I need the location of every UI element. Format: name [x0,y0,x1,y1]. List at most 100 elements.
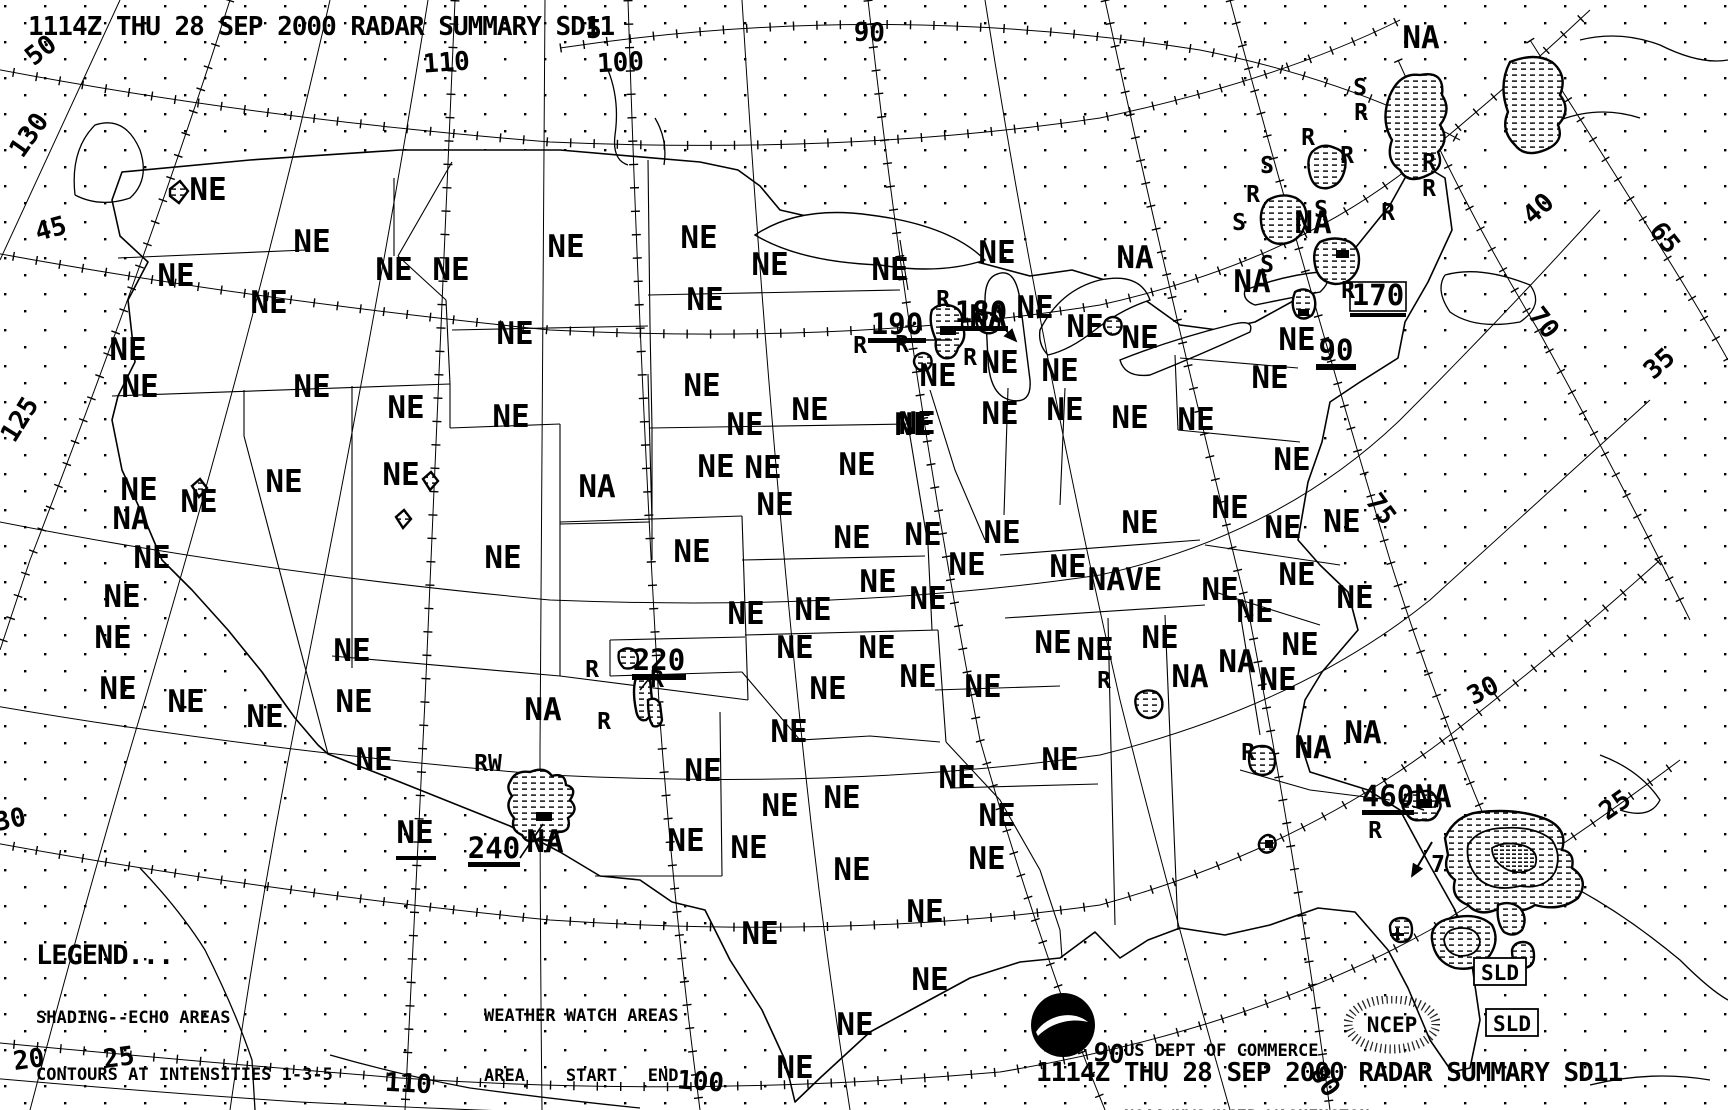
state-border [1214,591,1321,626]
grid-label: 90 [1092,1037,1126,1070]
state-border [243,435,329,755]
station-label: NE [680,220,717,256]
grid-label: 100 [676,1065,725,1098]
precip-type-label: R [963,345,977,371]
station-label: NE [1041,353,1078,389]
top-underline [868,338,926,343]
chart-title-top: 1114Z THU 28 SEP 2000 RADAR SUMMARY SD11 [28,12,615,42]
state-border [999,539,1201,556]
station-label: NE [727,596,764,632]
sld-label: SLD [1481,961,1519,985]
echo-area [1102,315,1123,336]
station-label: NE [751,247,788,283]
echo-top-label: 90 [1319,333,1354,367]
echo-contour [1443,927,1481,957]
echo-contour [1466,826,1559,889]
station-label: NE [978,798,1015,834]
grid-label: 110 [422,46,471,79]
coastline [1589,1075,1711,1086]
grid-label: 110 [384,1068,432,1100]
station-label: NE [157,258,194,294]
station-label: NE [684,753,721,789]
echo-area [1496,901,1526,936]
station-label: NE [121,369,158,405]
annotations: 190 180 220 240 460 90 170 SLD SLD [396,278,1539,1037]
station-label: NE [432,252,469,288]
sld-label: SLD [1493,1012,1531,1036]
state-border [1059,929,1063,959]
station-label: NE [333,633,370,669]
precip-type-label: R [895,332,909,358]
coastline [607,69,629,166]
station-label: NE [1278,322,1315,358]
echo-cell [1390,933,1404,936]
state-border [949,783,1099,789]
station-label: NE [496,316,533,352]
station-label: NE [686,282,723,318]
grid-label: 25 [101,1041,136,1075]
precip-type-label: R [853,333,867,359]
station-label: NE [1046,392,1083,428]
precip-type-label: R [585,657,599,683]
state-border [929,389,986,541]
station-label: NE [1251,360,1288,396]
state-border [649,423,909,429]
echo-top-label: 460 [1362,779,1414,813]
station-label: NE [964,669,1001,705]
station-label: NE [838,447,875,483]
coastline [73,122,144,203]
station-label: NE [1236,594,1273,630]
state-border [741,671,941,743]
coastline [139,867,256,1110]
credits-block: US DEPT OF COMMERCE NOAA/NWS/NCEP WASHIN… [1124,996,1370,1110]
state-border [449,423,561,429]
state-border [719,711,723,877]
station-label: NE [167,684,204,720]
station-label: NE [1323,504,1360,540]
top-underline [954,326,1008,331]
station-label: NE [1034,625,1071,661]
echo-area [168,179,190,205]
station-label: NE [120,472,157,508]
ncep-logo: NCEP [1344,996,1440,1054]
state-border [899,239,909,291]
station-label: NA [1233,264,1271,300]
coastline [1579,35,1728,62]
precip-type-label: R [597,709,611,735]
station-label: NE [981,396,1018,432]
station-label: NE [981,345,1018,381]
state-border [559,515,743,523]
basemap [73,35,1728,1110]
station-label: NE [911,962,948,998]
echo-top-label: 170 [1352,278,1404,312]
state-border [1179,357,1299,369]
top-underline [1362,810,1414,815]
echo-area [1384,73,1448,181]
station-label: NE [1121,505,1158,541]
station-label: NE [492,399,529,435]
echo-top-label: 220 [633,643,685,677]
echo-area [1247,744,1277,777]
station-label: NE [293,224,330,260]
station-label: NA [1294,730,1332,766]
station-label: NE [871,252,908,288]
station-label: NE [776,1050,813,1086]
great-lake [1243,271,1329,306]
station-label: NE [1141,620,1178,656]
station-label: NA [524,692,562,728]
precip-type-label: S [1260,252,1274,278]
station-label: NE [1111,400,1148,436]
station-label: NE [1278,557,1315,593]
echo-area [1502,55,1567,155]
station-label: NE [250,285,287,321]
top-underline [468,862,520,867]
leader-line [639,679,649,691]
state-border [937,629,947,743]
state-border [741,515,749,701]
state-border [1237,599,1261,736]
echo-area [1134,689,1164,720]
station-label: NA [1171,659,1209,695]
station-label: NE [904,517,941,553]
legend-line-shading: SHADING--ECHO AREAS [36,1008,231,1028]
